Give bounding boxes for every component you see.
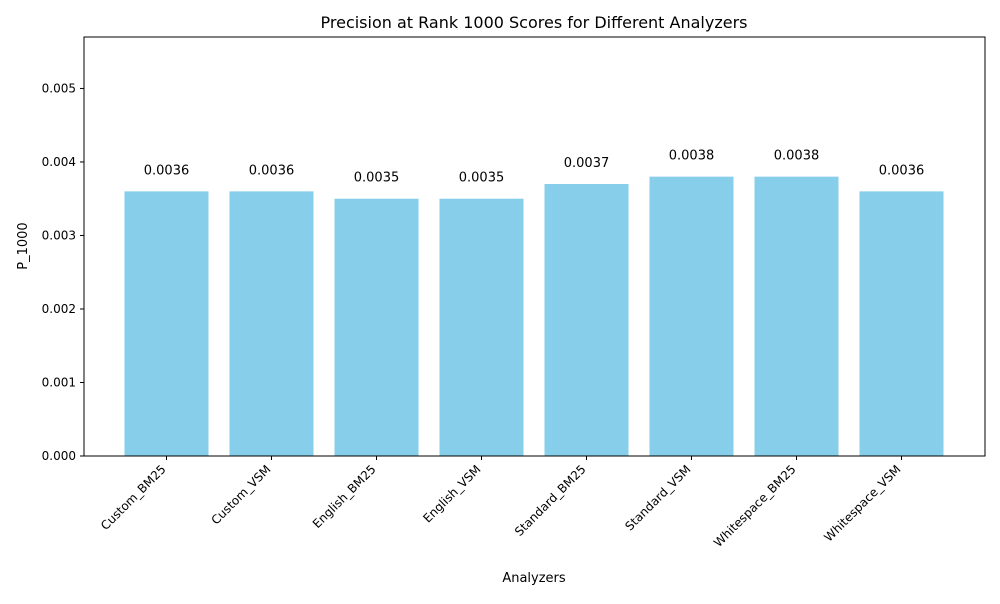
bar-value-label: 0.0035 [354,171,400,186]
x-tick-label: Standard_BM25 [512,462,589,539]
x-axis-label: Analyzers [502,571,566,586]
bar-value-label: 0.0036 [249,163,295,178]
bars [124,176,944,457]
x-axis: Custom_BM25 Custom_VSM English_BM25 English… [98,456,904,550]
y-tick-label: 0.002 [42,302,76,316]
y-tick-label: 0.000 [42,449,76,463]
bar [439,198,524,456]
bar [859,191,944,457]
bar [544,184,629,456]
bar-value-label: 0.0035 [459,171,505,186]
plot-frame [83,36,986,457]
bar [334,198,419,456]
chart-title: Precision at Rank 1000 Scores for Differ… [321,13,748,32]
bar-value-label: 0.0037 [564,156,610,171]
y-tick-label: 0.004 [42,155,76,169]
x-tick-label: English_BM25 [310,462,379,531]
y-tick-label: 0.005 [42,81,76,95]
bar [124,191,209,457]
y-axis-label: P_1000 [16,222,31,269]
x-tick-label: Whitespace_VSM [821,462,903,544]
x-tick-label: Custom_VSM [208,462,273,527]
bar-value-label: 0.0036 [144,163,190,178]
x-tick-label: Custom_BM25 [98,462,169,533]
bar [229,191,314,457]
bar-value-label: 0.0038 [774,149,820,164]
y-tick-label: 0.003 [42,228,76,242]
bar [754,176,839,456]
y-axis: 0.000 0.001 0.002 0.003 0.004 0.005 [42,81,84,463]
y-tick-label: 0.001 [42,375,76,389]
bar-value-label: 0.0038 [669,149,715,164]
value-labels: 0.0036 0.0036 0.0035 0.0035 0.0037 0.0038 0.00… [144,149,925,186]
x-tick-label: Standard_VSM [622,462,693,533]
x-tick-label: Whitespace_BM25 [711,462,799,550]
x-tick-label: English_VSM [420,462,483,525]
bar-value-label: 0.0036 [879,163,925,178]
bar [649,176,734,456]
